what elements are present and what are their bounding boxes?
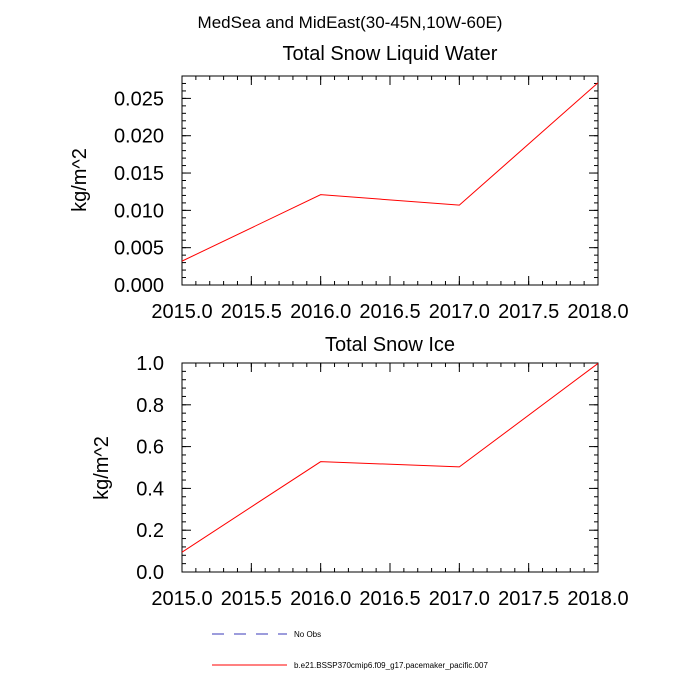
x-tick-label: 2017.5 [498,588,559,610]
x-tick-label: 2016.5 [359,301,420,323]
y-tick-label: 0.4 [136,478,164,500]
y-tick-label: 0.025 [114,88,164,110]
panel-2-title: Total Snow Ice [325,334,455,356]
legend: No Obs b.e21.BSSP370cmip6.f09_g17.pacema… [212,630,488,670]
x-tick-label: 2017.0 [429,301,490,323]
x-tick-label: 2015.5 [221,301,282,323]
panel-2-axes: 2015.0 2015.5 2016.0 2016.5 2017.0 2017.5 2018… [136,353,628,610]
x-tick-label: 2018.0 [567,301,628,323]
y-tick-label: 0.015 [114,163,164,185]
panel-snow-ice: Total Snow Ice kg/m^2 2015.0 2015.5 2016.0… [91,334,629,610]
plot-frame [181,362,599,573]
y-tick-label: 0.0 [136,562,164,584]
y-tick-label: 0.005 [114,238,164,260]
series-line [181,82,599,262]
x-tick-label: 2017.5 [498,301,559,323]
panel-2-series [181,363,599,553]
panel-1-title: Total Snow Liquid Water [283,43,498,65]
panel-1-ylabel: kg/m^2 [69,148,91,212]
figure-title: MedSea and MidEast(30-45N,10W-60E) [198,13,503,32]
legend-label-model-run: b.e21.BSSP370cmip6.f09_g17.pacemaker_pac… [294,661,488,670]
x-tick-label: 2016.5 [359,588,420,610]
y-tick-label: 0.000 [114,275,164,297]
plot-frame [181,75,599,286]
series-line [181,363,599,553]
y-tick-label: 0.8 [136,395,164,417]
x-tick-label: 2015.5 [221,588,282,610]
x-tick-label: 2017.0 [429,588,490,610]
y-tick-label: 0.010 [114,200,164,222]
x-tick-label: 2018.0 [567,588,628,610]
x-tick-label: 2015.0 [151,301,212,323]
x-tick-label: 2015.0 [151,588,212,610]
y-tick-label: 0.2 [136,520,164,542]
panel-1-series [181,82,599,262]
legend-label-no-obs: No Obs [294,630,321,639]
panel-snow-liquid-water: Total Snow Liquid Water kg/m^2 2015.0 201… [69,43,629,323]
panel-1-axes: 2015.0 2015.5 2016.0 2016.5 2017.0 2017.5 2018… [114,75,629,323]
panel-2-ylabel: kg/m^2 [91,436,113,500]
x-tick-label: 2016.0 [290,588,351,610]
x-tick-label: 2016.0 [290,301,351,323]
y-tick-label: 1.0 [136,353,164,375]
y-tick-label: 0.6 [136,437,164,459]
y-tick-label: 0.020 [114,126,164,148]
